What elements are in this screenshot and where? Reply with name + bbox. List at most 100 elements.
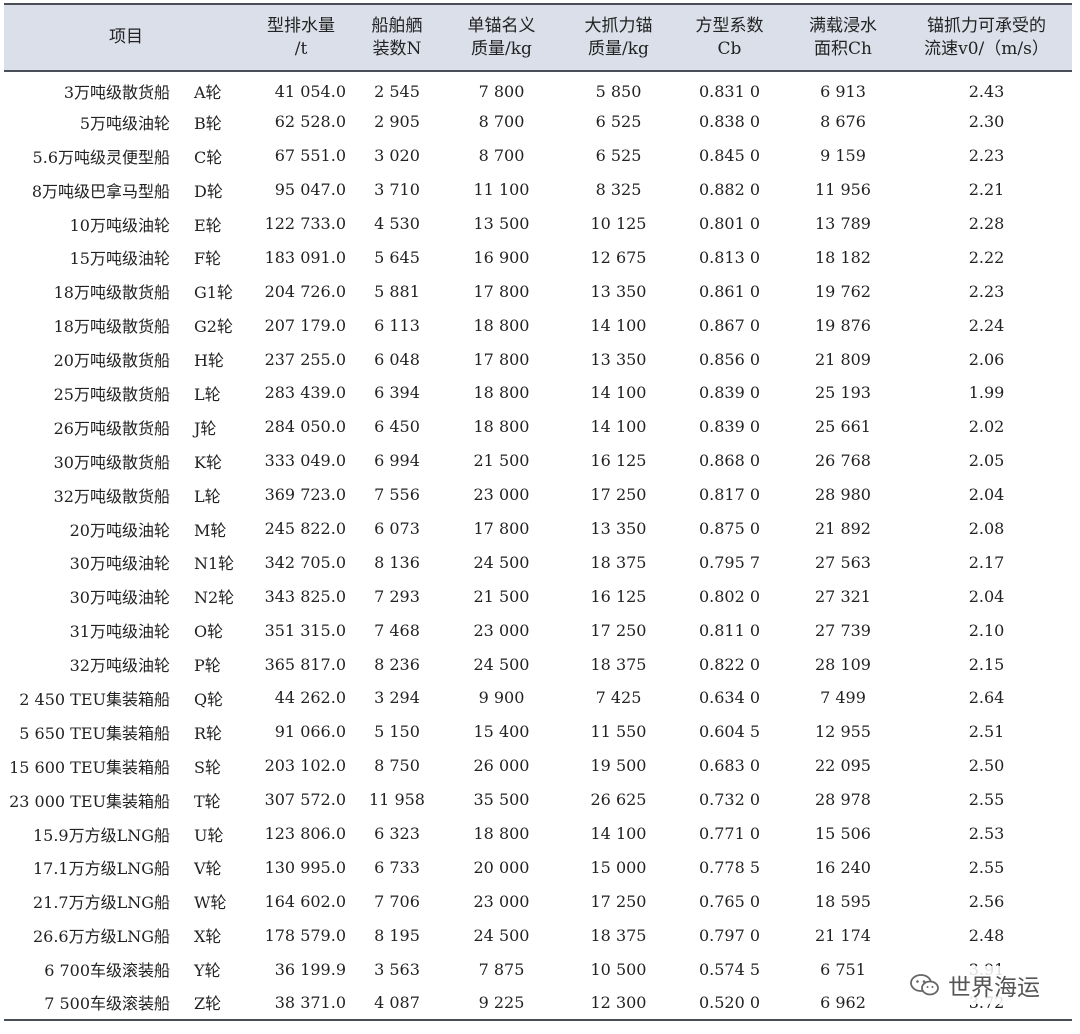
displacement-cell: 207 179.0 [264, 315, 346, 335]
block-coefficient-cell: 0.520 0 [674, 986, 785, 1021]
table-row: 7 500车级滚装船 Z轮 38 371.0 4 087 9 225 12 300 0.52… [4, 986, 1072, 1021]
block-coefficient-cell: 0.732 0 [698, 790, 761, 810]
wetted-area-cell: 25 661 [815, 417, 871, 437]
anchor-mass-cell: 7 800 [478, 81, 525, 101]
flow-speed-cell: 2.05 [968, 451, 1005, 471]
ship-type-cell: 15万吨级油轮 [69, 249, 170, 269]
wetted-area-cell: 21 809 [815, 349, 871, 369]
equipment-number-cell: 8 236 [374, 654, 420, 674]
ship-code-cell: G1轮 [194, 283, 233, 303]
equipment-number-cell: 7 706 [374, 891, 420, 911]
ship-type-cell: 5.6万吨级灵便型船 [32, 147, 170, 167]
header-item: 项目 [4, 3, 248, 72]
ship-type-cell: 26万吨级散货船 [53, 418, 170, 438]
block-coefficient-cell: 0.604 5 [698, 722, 761, 742]
equipment-number-cell: 6 048 [374, 349, 420, 369]
table-body: 3万吨级散货船 A轮 41 054.0 2 545 7 800 5 850 0.831 0 6… [4, 71, 1072, 1021]
table-row: 2 450 TEU集装箱船 Q轮 44 262.0 3 294 9 900 7 425 0.… [4, 681, 1072, 715]
anchor-mass-cell: 18 800 [473, 824, 530, 844]
hhp-anchor-mass-cell: 8 325 [595, 180, 642, 200]
ship-type-cell: 6 700车级滚装船 [44, 961, 170, 981]
ship-code-cell: H轮 [194, 351, 224, 371]
ship-type-cell: 18万吨级散货船 [53, 317, 170, 337]
flow-speed-cell: 2.56 [968, 891, 1005, 911]
block-coefficient-cell: 0.574 5 [698, 959, 761, 979]
hhp-anchor-mass-cell: 26 625 [590, 790, 647, 810]
equipment-number-cell: 6 323 [374, 824, 420, 844]
ship-code-cell: F轮 [194, 249, 222, 269]
anchor-mass-cell: 17 800 [473, 519, 530, 539]
displacement-cell: 44 262.0 [274, 688, 346, 708]
displacement-cell: 178 579.0 [264, 925, 346, 945]
equipment-number-cell: 4 530 [374, 214, 420, 233]
displacement-cell: 333 049.0 [264, 451, 346, 471]
equipment-number-cell: 6 113 [374, 315, 420, 335]
ship-code-cell: O轮 [194, 622, 224, 642]
flow-speed-cell: 2.50 [968, 756, 1005, 776]
block-coefficient-cell: 0.882 0 [698, 180, 761, 200]
table-row: 25万吨级散货船 L轮 283 439.0 6 394 18 800 14 100 0.83… [4, 376, 1072, 410]
wetted-area-cell: 7 499 [820, 688, 866, 708]
watermark-text: 世界海运 [948, 975, 1040, 1001]
hhp-anchor-mass-cell: 19 500 [590, 756, 647, 776]
header-row: 项目 型排水量/t 船舶舾 装数N 单锚名义 质量/kg 大抓力锚 质量/kg 方型系… [4, 3, 1072, 72]
table-row: 5.6万吨级灵便型船 C轮 67 551.0 3 020 8 700 6 525 0.845… [4, 139, 1072, 173]
ship-code-cell: Q轮 [194, 689, 224, 709]
hhp-anchor-mass-cell: 6 525 [595, 146, 642, 166]
displacement-cell: 284 050.0 [264, 417, 346, 437]
ship-type-cell: 26.6万方级LNG船 [32, 927, 170, 947]
hhp-anchor-mass-cell: 15 000 [590, 857, 647, 877]
wetted-area-cell: 15 506 [815, 824, 871, 844]
ship-code-cell: U轮 [194, 825, 224, 845]
equipment-number-cell: 5 645 [374, 247, 420, 267]
anchor-mass-cell: 8 700 [478, 112, 525, 132]
ship-code-cell: J轮 [194, 418, 217, 438]
wetted-area-cell: 16 240 [815, 857, 871, 877]
table-row: 30万吨级散货船 K轮 333 049.0 6 994 21 500 16 125 0.86… [4, 444, 1072, 478]
block-coefficient-cell: 0.856 0 [698, 349, 761, 369]
hhp-anchor-mass-cell: 16 125 [590, 451, 647, 471]
wetted-area-cell: 6 751 [820, 959, 866, 979]
block-coefficient-cell: 0.845 0 [698, 146, 761, 166]
header-flow-speed: 锚抓力可承受的 流速v0/（m/s） [901, 3, 1072, 72]
displacement-cell: 283 439.0 [264, 383, 346, 403]
anchor-mass-cell: 23 000 [473, 891, 530, 911]
block-coefficient-cell: 0.817 0 [698, 485, 761, 505]
flow-speed-cell: 2.53 [968, 824, 1005, 844]
displacement-cell: 369 723.0 [264, 485, 346, 505]
equipment-number-cell: 3 294 [374, 688, 420, 708]
flow-speed-cell: 2.06 [968, 349, 1005, 369]
ship-code-cell: L轮 [194, 384, 221, 404]
flow-speed-cell: 2.43 [968, 81, 1005, 101]
flow-speed-cell: 2.02 [968, 417, 1005, 437]
hhp-anchor-mass-cell: 18 375 [590, 552, 647, 572]
wetted-area-cell: 19 762 [815, 281, 871, 301]
displacement-cell: 204 726.0 [264, 281, 346, 301]
anchor-mass-cell: 18 800 [473, 417, 530, 437]
wetted-area-cell: 13 789 [815, 214, 871, 233]
anchor-mass-cell: 17 800 [473, 349, 530, 369]
ship-code-cell: E轮 [194, 215, 222, 235]
equipment-number-cell: 2 545 [374, 81, 420, 101]
wetted-area-cell: 28 978 [815, 790, 871, 810]
flow-speed-cell: 2.51 [968, 722, 1005, 742]
flow-speed-cell: 2.23 [968, 146, 1005, 166]
table-row: 20万吨级散货船 H轮 237 255.0 6 048 17 800 13 350 0.85… [4, 342, 1072, 376]
ship-type-cell: 8万吨级巴拿马型船 [31, 181, 170, 201]
block-coefficient-cell: 0.839 0 [698, 383, 761, 403]
block-coefficient-cell: 0.867 0 [698, 315, 761, 335]
wetted-area-cell: 8 676 [820, 112, 866, 132]
block-coefficient-cell: 0.683 0 [698, 756, 761, 776]
anchor-mass-cell: 23 000 [473, 485, 530, 505]
ship-type-cell: 2 450 TEU集装箱船 [19, 689, 170, 709]
equipment-number-cell: 3 020 [374, 146, 420, 166]
anchor-mass-cell: 13 500 [473, 214, 530, 233]
block-coefficient-cell: 0.771 0 [698, 824, 761, 844]
table-row: 8万吨级巴拿马型船 D轮 95 047.0 3 710 11 100 8 325 0.882… [4, 173, 1072, 207]
ship-type-cell: 20万吨级散货船 [53, 351, 170, 371]
ship-code-cell: G2轮 [194, 317, 233, 337]
table-row: 3万吨级散货船 A轮 41 054.0 2 545 7 800 5 850 0.831 0 6… [4, 71, 1072, 105]
equipment-number-cell: 6 994 [374, 451, 420, 471]
anchor-mass-cell: 21 500 [473, 451, 530, 471]
flow-speed-cell: 2.55 [968, 857, 1005, 877]
